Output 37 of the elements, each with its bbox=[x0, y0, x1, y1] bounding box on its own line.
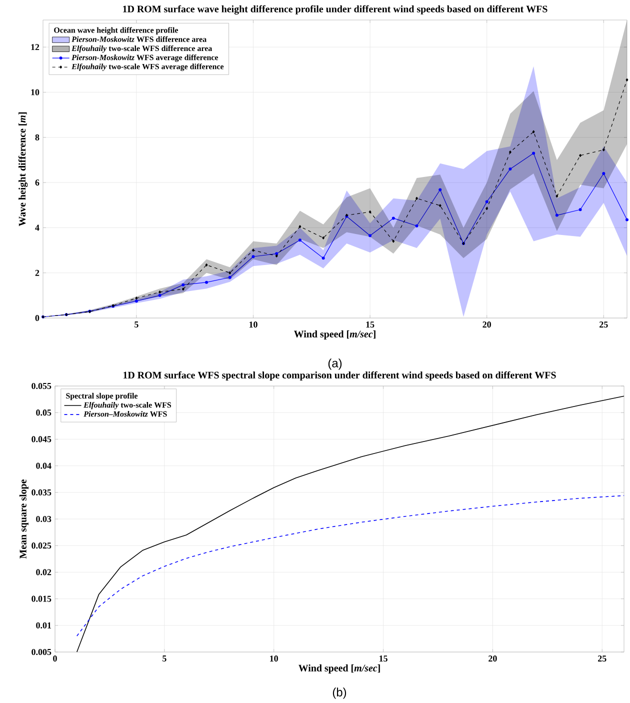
y-tick-label: 0.045 bbox=[32, 436, 52, 442]
text: (b) bbox=[332, 688, 346, 699]
x-tick-label: 25 bbox=[600, 322, 608, 328]
x-tick-label: 15 bbox=[366, 322, 374, 328]
x-tick-label: 25 bbox=[598, 656, 606, 662]
y-tick-label: 0.025 bbox=[32, 542, 52, 549]
y-tick-label: 0 bbox=[35, 314, 40, 322]
y-axis-title: Wave height difference [m] bbox=[18, 112, 28, 226]
y-tick-label: 0.055 bbox=[32, 382, 52, 390]
y-tick-label: 0.05 bbox=[36, 410, 52, 416]
x-tick-label: 15 bbox=[380, 656, 388, 662]
x-axis-title: Wind speed [m/sec] bbox=[294, 330, 376, 340]
x-tick-label: 0 bbox=[53, 656, 57, 662]
chart-title: 1D ROM surface WFS spectral slope comparison under different wind speeds based on different WFS bbox=[124, 371, 556, 381]
y-tick-label: 0.015 bbox=[32, 596, 52, 602]
y-tick-label: 4 bbox=[35, 224, 40, 231]
x-tick-label: 20 bbox=[488, 656, 497, 662]
x-tick-label: 10 bbox=[270, 656, 278, 662]
y-tick-label: 0.04 bbox=[36, 462, 52, 469]
y-tick-label: 2 bbox=[35, 270, 40, 276]
y-tick-label: 0.01 bbox=[36, 622, 52, 628]
text: (a) bbox=[328, 358, 342, 370]
y-tick-label: 0.005 bbox=[32, 648, 52, 656]
y-tick-label: 6 bbox=[35, 180, 40, 186]
x-tick-label: 20 bbox=[482, 322, 491, 328]
x-tick-label: 5 bbox=[134, 322, 138, 328]
y-tick-label: 0.035 bbox=[32, 489, 52, 496]
y-axis-title: Mean square slope bbox=[19, 480, 28, 559]
y-tick-label: 10 bbox=[31, 89, 40, 96]
y-tick-label: 0.02 bbox=[36, 569, 52, 576]
y-tick-label: 0.03 bbox=[36, 516, 52, 522]
x-tick-label: 10 bbox=[249, 322, 258, 328]
chart-title: 1D ROM surface wave height difference profile under different wind speeds based on different WFS bbox=[123, 5, 548, 14]
y-tick-label: 12 bbox=[31, 44, 40, 50]
x-axis-title: Wind speed [m/sec] bbox=[298, 664, 380, 674]
x-tick-label: 5 bbox=[162, 656, 166, 662]
y-tick-label: 8 bbox=[35, 134, 40, 140]
